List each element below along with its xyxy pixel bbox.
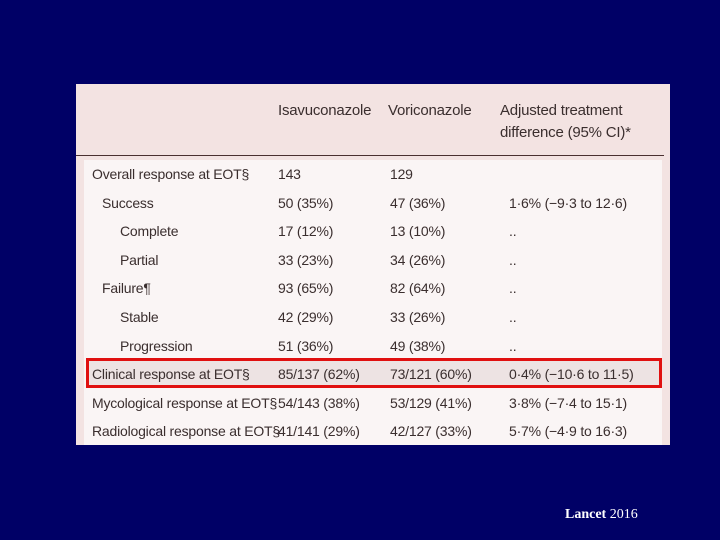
cell-voriconazole: 33 (26%) bbox=[390, 309, 446, 325]
row-label: Failure¶ bbox=[102, 280, 151, 297]
citation: Lancet 2016 bbox=[565, 507, 638, 523]
table-row: Clinical response at EOT§ 85/137 (62%) 73/… bbox=[76, 360, 670, 389]
row-label: Partial bbox=[120, 251, 159, 268]
cell-voriconazole: 42/127 (33%) bbox=[390, 423, 472, 440]
table-row: Stable 42 (29%) 33 (26%).. bbox=[76, 303, 670, 332]
cell-isavuconazole: 50 (35%) bbox=[278, 194, 334, 211]
table-row: Overall response at EOT§ 143 129 bbox=[76, 160, 670, 189]
cell-isavuconazole: 143 bbox=[278, 166, 301, 182]
header-divider bbox=[76, 155, 664, 156]
header-difference-line2: difference (95% CI)* bbox=[500, 124, 631, 141]
cell-voriconazole: 53/129 (41%) bbox=[390, 394, 472, 411]
row-label: Success bbox=[102, 194, 154, 211]
cell-voriconazole: 82 (64%) bbox=[390, 280, 446, 297]
table-body bbox=[84, 160, 662, 445]
row-highlight bbox=[88, 360, 661, 389]
cell-isavuconazole: 85/137 (62%) bbox=[278, 366, 360, 383]
results-table: Isavuconazole Voriconazole Adjusted trea… bbox=[76, 84, 670, 445]
header-difference-line1: Adjusted treatment bbox=[500, 102, 623, 119]
highlight-box bbox=[86, 358, 662, 388]
table-row: Progression 51 (36%) 49 (38%).. bbox=[76, 332, 670, 361]
citation-year: 2016 bbox=[606, 507, 638, 522]
table-row: Complete 17 (12%) 13 (10%).. bbox=[76, 217, 670, 246]
cell-difference: .. bbox=[509, 223, 517, 240]
cell-difference: .. bbox=[509, 337, 517, 354]
table-row: Radiological response at EOT§ 41/141 (29%… bbox=[76, 417, 670, 446]
cell-voriconazole: 129 bbox=[390, 166, 413, 182]
citation-journal: Lancet bbox=[565, 507, 607, 522]
header-voriconazole: Voriconazole bbox=[388, 102, 472, 119]
header-isavuconazole: Isavuconazole bbox=[278, 102, 372, 119]
cell-isavuconazole: 33 (23%) bbox=[278, 251, 334, 268]
cell-difference: 3·8% (−7·4 to 15·1) bbox=[509, 394, 627, 411]
row-label: Mycological response at EOT§ bbox=[92, 394, 278, 411]
table-row: Partial 33 (23%) 34 (26%).. bbox=[76, 246, 670, 275]
cell-difference: .. bbox=[509, 280, 517, 297]
cell-difference: 0·4% (−10·6 to 11·5) bbox=[509, 366, 634, 383]
row-label: Clinical response at EOT§ bbox=[92, 366, 250, 383]
cell-isavuconazole: 93 (65%) bbox=[278, 280, 334, 297]
cell-isavuconazole: 17 (12%) bbox=[278, 223, 334, 240]
cell-voriconazole: 47 (36%) bbox=[390, 194, 446, 211]
table-row: Failure¶ 93 (65%) 82 (64%).. bbox=[76, 274, 670, 303]
cell-isavuconazole: 54/143 (38%) bbox=[278, 394, 360, 411]
cell-voriconazole: 34 (26%) bbox=[390, 251, 446, 268]
table-row: Success 50 (35%) 47 (36%) 1·6% (−9·3 to 12·… bbox=[76, 189, 670, 218]
cell-difference: .. bbox=[509, 309, 517, 325]
cell-difference: 5·7% (−4·9 to 16·3) bbox=[509, 423, 627, 440]
cell-voriconazole: 73/121 (60%) bbox=[390, 366, 472, 383]
row-label: Complete bbox=[120, 223, 179, 240]
row-label: Overall response at EOT§ bbox=[92, 166, 250, 182]
row-label: Radiological response at EOT§ bbox=[92, 423, 280, 440]
table-header: Isavuconazole Voriconazole Adjusted trea… bbox=[76, 84, 670, 156]
cell-difference: 1·6% (−9·3 to 12·6) bbox=[509, 194, 627, 211]
cell-difference: .. bbox=[509, 251, 517, 268]
row-label: Progression bbox=[120, 337, 193, 354]
cell-isavuconazole: 51 (36%) bbox=[278, 337, 334, 354]
cell-isavuconazole: 41/141 (29%) bbox=[278, 423, 360, 440]
cell-voriconazole: 13 (10%) bbox=[390, 223, 446, 240]
row-label: Stable bbox=[120, 309, 159, 325]
cell-isavuconazole: 42 (29%) bbox=[278, 309, 334, 325]
cell-voriconazole: 49 (38%) bbox=[390, 337, 446, 354]
table-row: Mycological response at EOT§ 54/143 (38%)… bbox=[76, 389, 670, 418]
